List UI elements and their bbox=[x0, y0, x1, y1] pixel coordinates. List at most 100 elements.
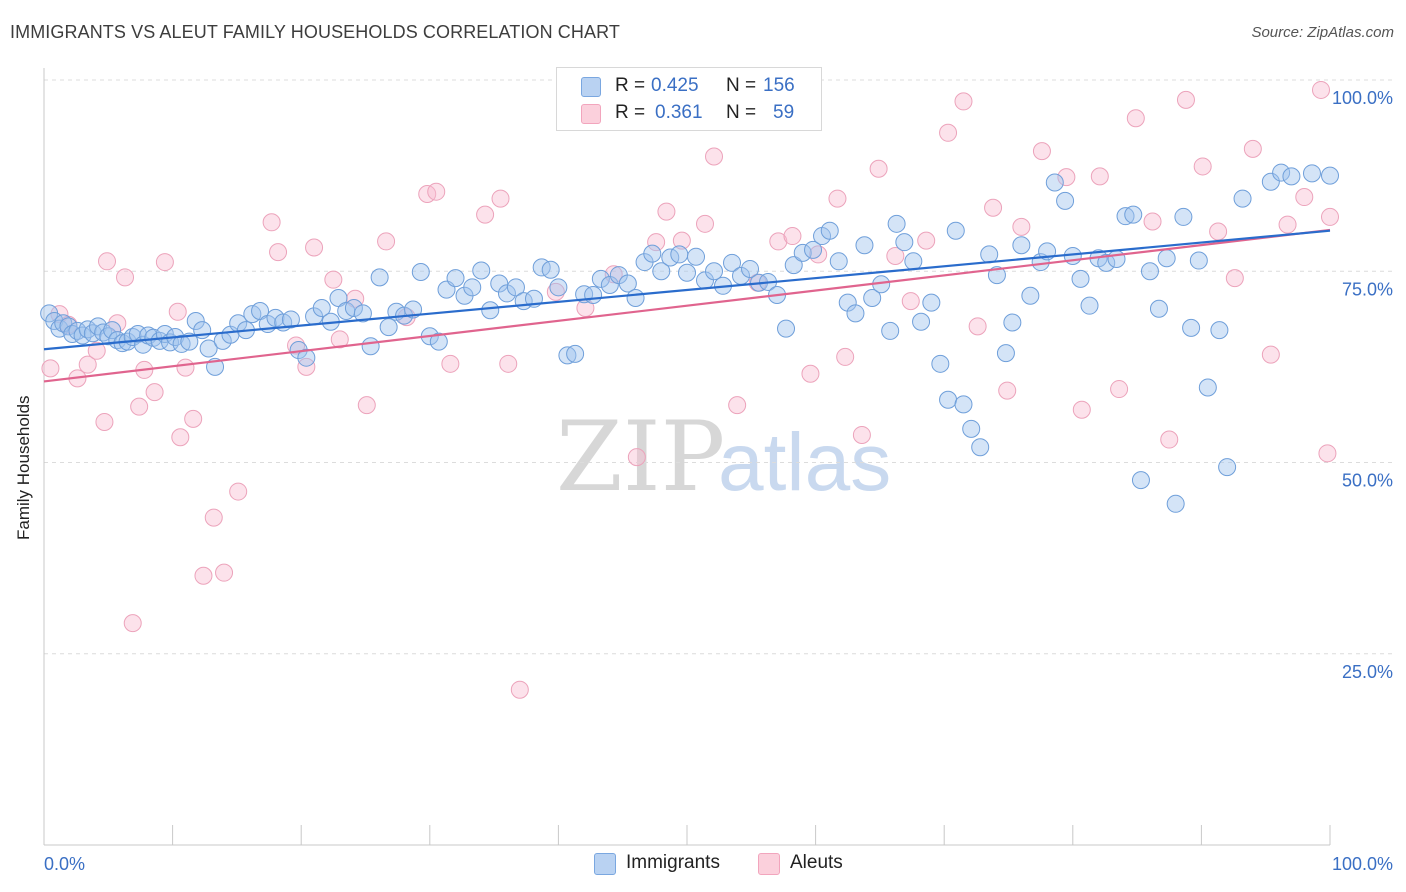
aleuts-point bbox=[1143, 212, 1162, 231]
aleuts-point bbox=[1176, 90, 1195, 109]
aleuts-point bbox=[886, 246, 905, 265]
aleuts-point bbox=[491, 189, 510, 208]
aleuts-point bbox=[828, 189, 847, 208]
aleuts-point bbox=[998, 381, 1017, 400]
immigrants-swatch bbox=[581, 77, 601, 97]
immigrants-point bbox=[846, 304, 865, 323]
immigrants-point bbox=[490, 274, 509, 293]
immigrants-point bbox=[429, 332, 448, 351]
immigrants-point bbox=[1116, 207, 1135, 226]
aleuts-point bbox=[324, 270, 343, 289]
immigrants-point bbox=[549, 278, 568, 297]
aleuts-point bbox=[357, 396, 376, 415]
immigrants-point bbox=[1140, 262, 1159, 281]
aleuts-point bbox=[184, 409, 203, 428]
immigrants-point bbox=[987, 266, 1006, 285]
immigrants-point bbox=[1321, 166, 1339, 185]
immigrants-point bbox=[1124, 205, 1143, 224]
y-tick-label: 100.0% bbox=[1332, 88, 1393, 108]
immigrants-point bbox=[1272, 163, 1291, 182]
aleuts-point bbox=[297, 357, 316, 376]
n-label: N = bbox=[726, 102, 757, 123]
n-value: 156 bbox=[763, 75, 795, 96]
immigrants-point bbox=[863, 289, 882, 308]
immigrants-point bbox=[541, 260, 560, 279]
y-tick-label: 75.0% bbox=[1342, 279, 1393, 299]
aleuts-point bbox=[1209, 222, 1228, 241]
aleuts-point bbox=[171, 428, 190, 447]
aleuts-point bbox=[1012, 217, 1031, 236]
watermark-zip: ZIP bbox=[556, 401, 725, 513]
aleuts-point bbox=[229, 482, 248, 501]
immigrants-point bbox=[1003, 313, 1022, 332]
immigrants-point bbox=[804, 240, 823, 259]
n-label: N = bbox=[726, 75, 757, 96]
immigrants-point bbox=[954, 395, 973, 414]
aleuts-point bbox=[954, 92, 973, 111]
immigrants-point bbox=[1261, 172, 1280, 191]
y-tick-label: 25.0% bbox=[1342, 662, 1393, 682]
immigrants-point bbox=[855, 236, 874, 255]
aleuts-point bbox=[155, 253, 174, 272]
immigrants-point bbox=[904, 252, 923, 271]
immigrants-point bbox=[626, 289, 645, 308]
immigrants-point bbox=[361, 337, 380, 356]
aleuts-legend-swatch bbox=[758, 853, 780, 875]
aleuts-point bbox=[441, 354, 460, 373]
aleuts-point bbox=[87, 341, 106, 360]
r-value: 0.361 bbox=[655, 102, 703, 123]
aleuts-point bbox=[705, 147, 724, 166]
immigrants-points bbox=[40, 163, 1339, 513]
aleuts-point bbox=[939, 123, 958, 142]
immigrants-point bbox=[895, 233, 914, 252]
aleuts-point bbox=[1278, 215, 1297, 234]
aleuts-point bbox=[123, 614, 142, 633]
immigrants-point bbox=[1302, 164, 1321, 183]
immigrants-point bbox=[820, 221, 839, 240]
aleuts-point bbox=[1057, 168, 1076, 187]
immigrants-point bbox=[723, 253, 742, 272]
aleuts-point bbox=[627, 448, 646, 467]
aleuts-point bbox=[1032, 142, 1051, 161]
immigrants-point bbox=[1210, 321, 1229, 340]
tick-labels: 25.0% 50.0% 75.0% 100.0% 0.0% 100.0% bbox=[44, 88, 1393, 874]
immigrants-point bbox=[463, 278, 482, 297]
x-tick-label: 0.0% bbox=[44, 854, 85, 874]
aleuts-point bbox=[1110, 380, 1129, 399]
aleuts-point bbox=[801, 364, 820, 383]
aleuts-point bbox=[1225, 269, 1244, 288]
aleuts-point bbox=[510, 680, 529, 699]
immigrants-point bbox=[652, 262, 671, 281]
aleuts-point bbox=[852, 425, 871, 444]
immigrants-point bbox=[312, 298, 331, 317]
aleuts-point bbox=[1090, 167, 1109, 186]
immigrants-point bbox=[784, 256, 803, 275]
aleuts-point bbox=[168, 302, 187, 321]
immigrants-point bbox=[678, 263, 696, 282]
immigrants-trend-line bbox=[43, 229, 1331, 351]
aleuts-point bbox=[1318, 444, 1337, 463]
immigrants-point bbox=[829, 252, 848, 271]
immigrants-point bbox=[472, 261, 491, 280]
immigrants-point bbox=[939, 390, 958, 409]
aleuts-point bbox=[672, 231, 691, 250]
n-value: 59 bbox=[773, 102, 795, 123]
immigrants-point bbox=[996, 344, 1015, 363]
immigrants-point bbox=[971, 438, 990, 457]
aleuts-point bbox=[194, 566, 213, 585]
aleuts-point bbox=[98, 252, 117, 271]
aleuts-point bbox=[204, 508, 223, 527]
aleuts-point bbox=[696, 214, 715, 233]
immigrants-point bbox=[741, 259, 760, 278]
immigrants-point bbox=[1166, 494, 1185, 513]
immigrants-point bbox=[922, 293, 941, 312]
immigrants-point bbox=[1012, 236, 1031, 255]
immigrants-point bbox=[1107, 250, 1126, 269]
aleuts-point bbox=[262, 213, 281, 232]
immigrants-point bbox=[1189, 251, 1208, 270]
immigrants-point bbox=[446, 269, 465, 288]
aleuts-points bbox=[41, 80, 1339, 699]
immigrants-point bbox=[643, 244, 662, 263]
immigrants-point bbox=[353, 304, 372, 323]
